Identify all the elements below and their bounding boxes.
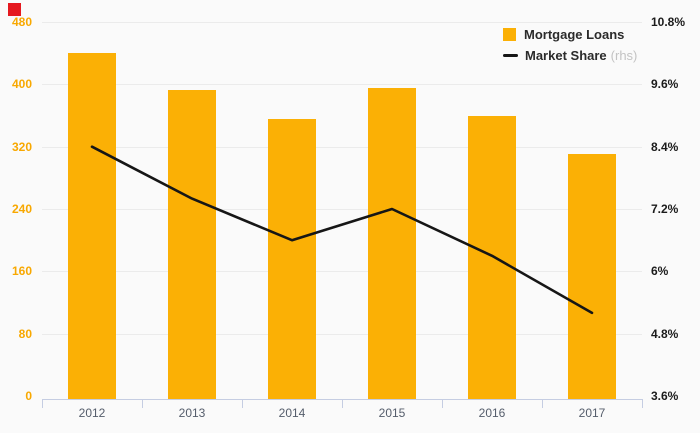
gridline <box>42 22 642 23</box>
red-square-marker <box>8 3 21 16</box>
x-axis-tick <box>142 399 143 408</box>
gridline <box>42 84 642 86</box>
x-axis-tick <box>42 399 43 408</box>
x-axis-label-2016: 2016 <box>478 406 506 420</box>
x-axis-tick <box>542 399 543 408</box>
gridline <box>42 209 642 210</box>
x-axis-label-2014: 2014 <box>278 406 306 420</box>
x-axis-label-2013: 2013 <box>178 406 206 420</box>
y-axis-label-left: 80 <box>18 326 32 341</box>
y-axis-label-right: 10.8% <box>651 15 686 29</box>
y-axis-label-right: 9.6% <box>651 77 679 92</box>
bar-2013 <box>168 89 216 399</box>
legend-item-mortgage-loans[interactable]: Mortgage Loans <box>503 27 637 42</box>
bar-2016 <box>468 115 516 399</box>
bar-2014 <box>268 119 316 399</box>
gridline <box>42 333 642 335</box>
y-axis-label-left: 400 <box>11 77 32 92</box>
bar-2017 <box>568 154 616 399</box>
x-axis-tick <box>342 399 343 408</box>
x-axis-label-2012: 2012 <box>78 406 106 420</box>
y-axis-label-left: 240 <box>11 202 32 216</box>
y-axis-label-right: 6% <box>651 264 669 279</box>
legend: Mortgage Loans Market Share (rhs) <box>503 27 637 63</box>
x-axis-tick <box>242 399 243 408</box>
y-axis-label-left: 160 <box>11 264 32 279</box>
y-axis-label-right: 7.2% <box>651 202 679 216</box>
y-axis-label-right: 4.8% <box>651 326 679 341</box>
x-axis-tick <box>442 399 443 408</box>
legend-item-market-share[interactable]: Market Share (rhs) <box>503 48 637 63</box>
x-axis-tick <box>642 399 643 408</box>
x-axis-label-2017: 2017 <box>578 406 606 420</box>
bar-2012 <box>68 53 116 399</box>
y-axis-label-right: 8.4% <box>651 139 679 154</box>
legend-rhs-suffix: (rhs) <box>610 48 638 63</box>
gridline <box>42 271 642 273</box>
gridline <box>42 146 642 148</box>
x-axis-label-2015: 2015 <box>378 406 406 420</box>
legend-label: Mortgage Loans <box>524 27 625 42</box>
y-axis-label-left: 0 <box>25 389 32 403</box>
mortgage-loans-swatch-icon <box>503 28 516 41</box>
y-axis-label-left: 320 <box>11 139 32 154</box>
market-share-line-icon <box>503 54 518 57</box>
legend-label: Market Share <box>525 48 607 63</box>
bar-2015 <box>368 88 416 399</box>
y-axis-label-right: 3.6% <box>651 389 679 403</box>
y-axis-label-left: 480 <box>11 15 32 29</box>
